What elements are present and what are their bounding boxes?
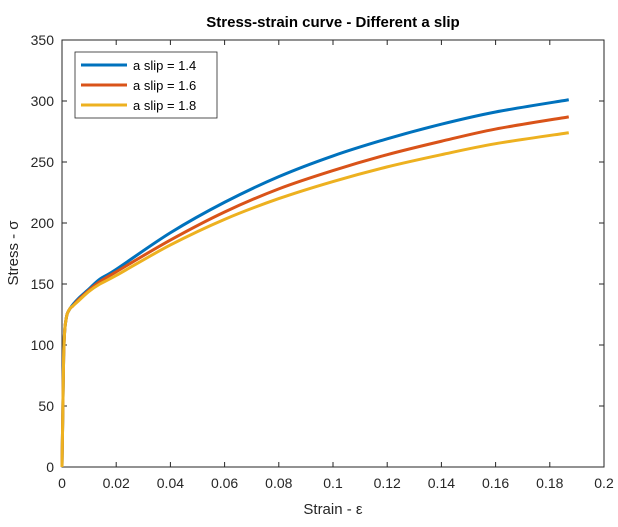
axis-ticks: 0 0.02 0.04 0.06 0.08 0.1 0.12 0.14 0.16 0.18 0.2 0… xyxy=(31,32,614,491)
x-tick-label: 0.02 xyxy=(103,475,130,491)
x-tick-label: 0.16 xyxy=(482,475,509,491)
y-tick-label: 250 xyxy=(31,154,55,170)
y-tick-label: 300 xyxy=(31,93,55,109)
series-line-3 xyxy=(60,131,569,468)
legend: a slip = 1.4 a slip = 1.6 a slip = 1.8 xyxy=(74,51,218,119)
y-tick-label: 200 xyxy=(31,215,55,231)
legend-label-a-slip-1-8: a slip = 1.8 xyxy=(133,98,196,113)
legend-label-a-slip-1-4: a slip = 1.4 xyxy=(133,58,196,73)
chart-title: Stress-strain curve - Different a slip xyxy=(206,14,459,31)
series-layer xyxy=(60,98,570,468)
x-tick-label: 0.2 xyxy=(594,475,614,491)
legend-label-a-slip-1-6: a slip = 1.6 xyxy=(133,78,196,93)
x-tick-label: 0.08 xyxy=(265,475,292,491)
y-tick-label: 150 xyxy=(31,276,55,292)
y-tick-label: 100 xyxy=(31,337,55,353)
x-tick-label: 0.12 xyxy=(374,475,401,491)
x-tick-label: 0.06 xyxy=(211,475,238,491)
x-axis-label: Strain - ε xyxy=(303,501,363,518)
y-tick-label: 0 xyxy=(46,459,54,475)
x-tick-label: 0.18 xyxy=(536,475,563,491)
x-tick-label: 0.1 xyxy=(323,475,343,491)
y-tick-label: 50 xyxy=(38,398,54,414)
x-tick-label: 0 xyxy=(58,475,66,491)
y-tick-label: 350 xyxy=(31,32,55,48)
x-tick-label: 0.04 xyxy=(157,475,184,491)
x-tick-label: 0.14 xyxy=(428,475,455,491)
y-axis-label: Stress - σ xyxy=(5,220,22,286)
